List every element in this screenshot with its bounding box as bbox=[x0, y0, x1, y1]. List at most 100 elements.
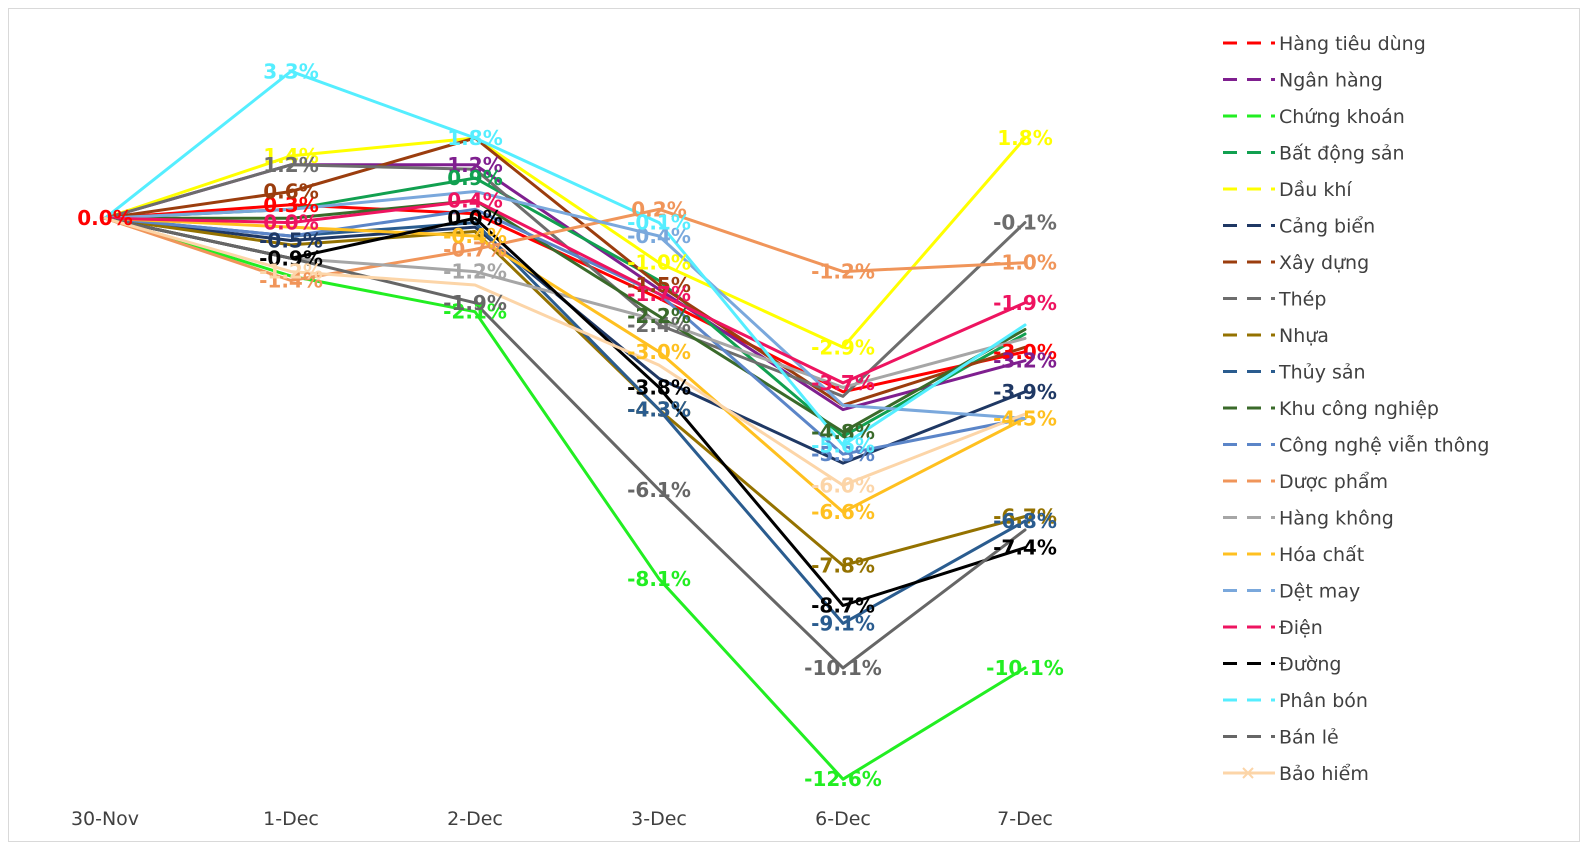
line-chart: 0.0%0.3%-3.0%1.2%-3.2%-2.1%-8.1%-12.6%-1… bbox=[71, 33, 1489, 830]
legend-item: Bất động sản bbox=[1223, 143, 1405, 165]
legend-label: Điện bbox=[1279, 617, 1323, 639]
legend: Hàng tiêu dùng Ngân hàng Chứng khoán Bất độ… bbox=[1223, 33, 1489, 785]
data-label: -0.5% bbox=[259, 229, 323, 253]
data-label: -1.0% bbox=[993, 251, 1057, 275]
x-tick-label: 6-Dec bbox=[815, 808, 871, 830]
legend-label: Dệt may bbox=[1279, 581, 1360, 603]
legend-label: Chứng khoán bbox=[1279, 106, 1405, 128]
data-label: 0.0% bbox=[263, 211, 318, 235]
data-label: 0.4% bbox=[447, 188, 502, 212]
data-label: -0.9% bbox=[259, 246, 323, 270]
data-label: -0.1% bbox=[993, 211, 1057, 235]
legend-item: Ngân hàng bbox=[1223, 70, 1383, 92]
data-label: -2.1% bbox=[443, 300, 507, 324]
data-label: -4.3% bbox=[627, 398, 691, 422]
data-label: -1.2% bbox=[443, 260, 507, 284]
series-line-0 bbox=[103, 203, 1027, 394]
legend-label: Thép bbox=[1278, 289, 1326, 311]
data-label: -1.5% bbox=[627, 273, 691, 297]
data-label: -3.0% bbox=[993, 340, 1057, 364]
data-label: -4.8% bbox=[811, 420, 875, 444]
legend-label: Khu công nghiệp bbox=[1279, 398, 1439, 420]
data-label: -7.8% bbox=[811, 554, 875, 578]
data-label: 0.0% bbox=[77, 206, 132, 230]
data-label: 0.2% bbox=[631, 197, 686, 221]
series-line-15 bbox=[103, 190, 1027, 420]
data-label: -6.6% bbox=[811, 500, 875, 524]
legend-label: Hàng tiêu dùng bbox=[1279, 33, 1426, 55]
data-label: -6.1% bbox=[627, 478, 691, 502]
x-tick-label: 7-Dec bbox=[997, 808, 1053, 830]
legend-item: Dầu khí bbox=[1223, 179, 1352, 201]
data-label: -1.2% bbox=[259, 260, 323, 284]
legend-item: Thép bbox=[1223, 289, 1326, 311]
data-label: -0.4% bbox=[443, 224, 507, 248]
data-label: -3.2% bbox=[993, 349, 1057, 373]
legend-label: Bất động sản bbox=[1279, 143, 1405, 165]
legend-item: Bán lẻ bbox=[1223, 727, 1339, 749]
legend-item: Hàng tiêu dùng bbox=[1223, 33, 1426, 55]
legend-label: Dầu khí bbox=[1279, 179, 1352, 201]
legend-item: Đường bbox=[1223, 654, 1342, 676]
series-line-4 bbox=[103, 136, 1027, 349]
data-label: 0.6% bbox=[263, 180, 318, 204]
data-label: -5.6% bbox=[811, 433, 875, 457]
series-line-8 bbox=[103, 216, 1027, 567]
data-label: -3.9% bbox=[993, 380, 1057, 404]
legend-item: Thủy sản bbox=[1223, 362, 1366, 384]
legend-label: Đường bbox=[1279, 654, 1342, 676]
legend-item: Điện bbox=[1223, 617, 1323, 639]
series-line-1 bbox=[103, 163, 1027, 412]
data-label: 0.3% bbox=[263, 193, 318, 217]
series-line-19 bbox=[103, 216, 1027, 670]
series-line-9 bbox=[103, 216, 1027, 625]
legend-swatch bbox=[1242, 767, 1254, 779]
legend-label: Xây dựng bbox=[1279, 252, 1369, 274]
x-tick-label: 30-Nov bbox=[71, 808, 139, 830]
legend-label: Bán lẻ bbox=[1279, 727, 1339, 749]
series-line-14 bbox=[103, 216, 1027, 514]
series-lines bbox=[103, 69, 1027, 781]
data-label: -1.9% bbox=[443, 291, 507, 315]
legend-label: Dược phẩm bbox=[1279, 471, 1388, 493]
data-label: -1.0% bbox=[627, 251, 691, 275]
data-label: 1.2% bbox=[263, 153, 318, 177]
legend-label: Hàng không bbox=[1279, 508, 1394, 530]
legend-label: Thủy sản bbox=[1278, 362, 1366, 384]
data-label: 1.2% bbox=[447, 153, 502, 177]
series-line-11 bbox=[103, 207, 1027, 456]
x-axis: 30-Nov 1-Dec 2-Dec 3-Dec 6-Dec 7-Dec bbox=[71, 808, 1053, 830]
data-label: -8.7% bbox=[811, 594, 875, 618]
data-labels: 0.0%0.3%-3.0%1.2%-3.2%-2.1%-8.1%-12.6%-1… bbox=[77, 59, 1064, 791]
legend-item: Công nghệ viễn thông bbox=[1223, 434, 1489, 457]
legend-item: Khu công nghiệp bbox=[1223, 398, 1439, 420]
data-label: 0.0% bbox=[447, 206, 502, 230]
series-line-12 bbox=[103, 207, 1027, 282]
data-label: -10.1% bbox=[986, 656, 1064, 680]
data-label: -0.7% bbox=[443, 237, 507, 261]
data-label: -6.7% bbox=[993, 505, 1057, 529]
data-label: -9.1% bbox=[811, 611, 875, 635]
data-label: -1.7% bbox=[627, 282, 691, 306]
data-label: -1.4% bbox=[259, 269, 323, 293]
x-tick-label: 3-Dec bbox=[631, 808, 687, 830]
data-label: -1.9% bbox=[993, 291, 1057, 315]
legend-item: Nhựa bbox=[1223, 325, 1329, 347]
legend-item: Hàng không bbox=[1223, 508, 1394, 530]
data-label: -6.0% bbox=[811, 473, 875, 497]
data-label: -5.3% bbox=[811, 442, 875, 466]
series-line-16 bbox=[103, 198, 1027, 385]
legend-item: Xây dựng bbox=[1223, 252, 1369, 274]
data-label: -1.2% bbox=[811, 260, 875, 284]
series-line-10 bbox=[103, 198, 1027, 434]
legend-label: Nhựa bbox=[1279, 325, 1329, 347]
series-line-2 bbox=[103, 216, 1027, 781]
data-label: -2.2% bbox=[627, 304, 691, 328]
legend-item: Dược phẩm bbox=[1223, 471, 1388, 493]
data-label: -8.1% bbox=[627, 567, 691, 591]
data-label: -4.3% bbox=[627, 398, 691, 422]
legend-label: Ngân hàng bbox=[1279, 70, 1383, 92]
data-label: -0.1% bbox=[627, 211, 691, 235]
data-label: 0.9% bbox=[447, 166, 502, 190]
data-label: 1.4% bbox=[263, 144, 318, 168]
